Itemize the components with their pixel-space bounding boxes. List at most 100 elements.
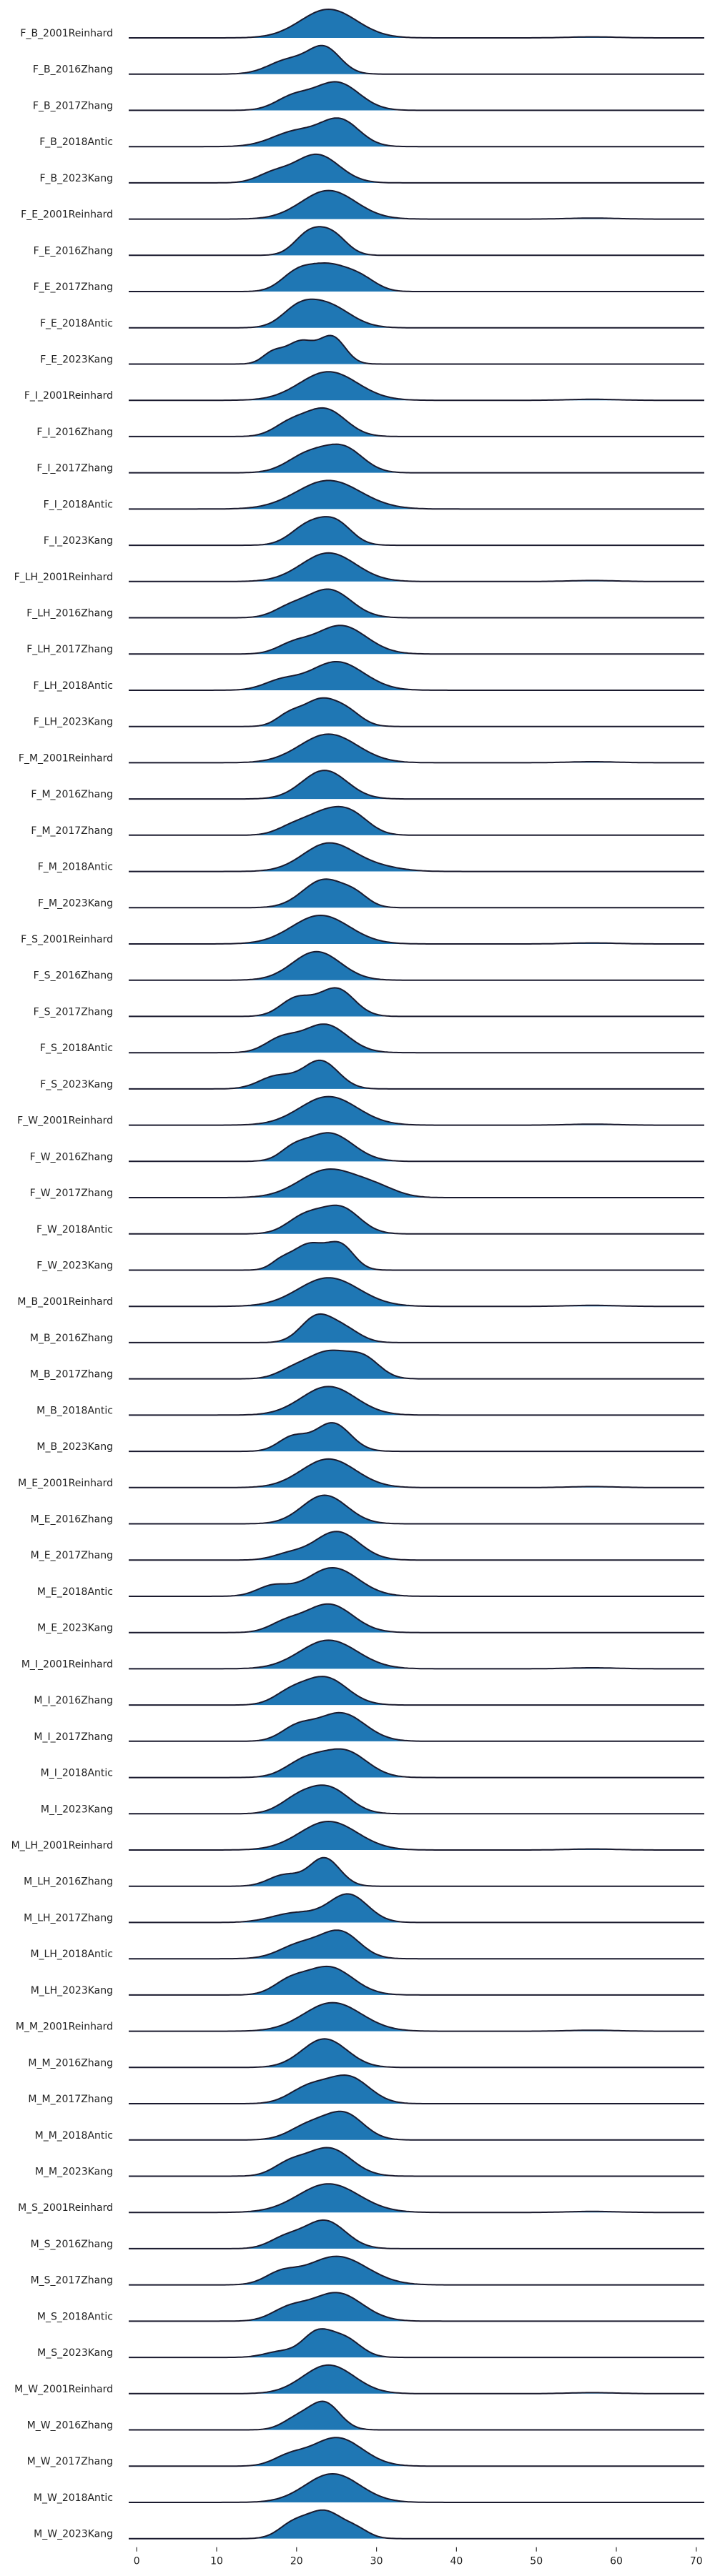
ridge-outline [129,1603,704,1633]
ridge-M_E_2001Reinhard [129,1458,704,1488]
ridge-M_B_2023Kang [129,1422,704,1453]
ridge-outline [129,1204,704,1235]
row-label: M_LH_2016Zhang [24,1876,113,1888]
row-label: F_S_2017Zhang [34,1006,113,1018]
ridge-area [129,988,704,1017]
row-label: M_I_2023Kang [41,1804,113,1815]
row-label: M_LH_2018Antic [30,1949,113,1960]
ridge-area [129,1169,704,1198]
ridge-F_S_2023Kang [129,1059,704,1090]
ridge-M_M_2018Antic [129,2110,704,2141]
ridge-outline [129,2074,704,2104]
ridge-outline [129,2219,704,2249]
ridge-M_E_2016Zhang [129,1494,704,1525]
ridge-outline [129,2437,704,2467]
ridge-area [129,2184,704,2213]
row-label: F_LH_2018Antic [33,680,113,692]
row-label: M_E_2001Reinhard [18,1478,113,1489]
ridge-outline [129,1422,704,1453]
ridge-outline [129,1023,704,1054]
row-label: M_W_2017Zhang [27,2456,113,2467]
ridge-area [129,2002,704,2032]
x-tick-label: 10 [210,2556,223,2567]
ridge-area [129,517,704,546]
ridge-F_S_2001Reinhard [129,914,704,945]
ridge-M_I_2001Reinhard [129,1639,704,1670]
ridges-group [129,8,704,2540]
row-label: M_B_2018Antic [36,1405,113,1416]
ridge-outline [129,697,704,727]
ridge-area [129,1640,704,1669]
ridge-area [129,1930,704,1959]
ridge-outline [129,371,704,402]
x-axis: 0 10 20 30 40 50 60 70 [129,2547,704,2567]
ridge-area [129,1676,704,1706]
ridge-outline [129,2110,704,2141]
ridge-outline [129,1856,704,1887]
row-label: F_B_2018Antic [39,136,113,148]
row-label: M_W_2018Antic [34,2492,113,2504]
row-label: M_LH_2017Zhang [24,1912,113,1924]
ridge-outline [129,1784,704,1815]
row-label: M_I_2017Zhang [34,1731,113,1743]
ridge-F_S_2017Zhang [129,987,704,1018]
ridge-M_S_2018Antic [129,2292,704,2322]
ridge-area [129,1712,704,1741]
ridge-outline [129,226,704,257]
row-label: M_I_2016Zhang [34,1695,113,1706]
row-label: F_M_2017Zhang [31,825,113,837]
ridge-M_B_2018Antic [129,1386,704,1416]
ridge-M_S_2017Zhang [129,2255,704,2286]
ridge-outline [129,987,704,1018]
row-label: M_S_2001Reinhard [18,2202,113,2214]
row-label: F_W_2016Zhang [30,1151,113,1163]
ridge-F_B_2017Zhang [129,81,704,111]
ridge-area [129,1821,704,1850]
ridge-outline [129,552,704,582]
row-label: F_I_2001Reinhard [24,390,113,402]
x-tick-label: 60 [610,2556,623,2567]
ridge-outline [129,2001,704,2032]
row-label: M_I_2001Reinhard [21,1659,113,1670]
ridge-area [129,1458,704,1488]
ridge-outline [129,1277,704,1308]
row-label: F_S_2016Zhang [34,970,113,982]
ridge-area [129,1386,704,1416]
x-tick-label: 0 [134,2556,140,2567]
ridge-area [129,118,704,147]
ridge-area [129,915,704,944]
ridge-outline [129,1748,704,1779]
row-label: M_E_2017Zhang [31,1550,113,1561]
ridge-area [129,81,704,111]
row-label: F_B_2001Reinhard [20,28,113,39]
ridge-F_I_2001Reinhard [129,371,704,402]
ridge-outline [129,117,704,148]
ridge-area [129,1785,704,1814]
ridge-M_I_2023Kang [129,1784,704,1815]
row-label: M_B_2023Kang [36,1441,113,1453]
row-label: F_E_2001Reinhard [21,209,113,221]
ridge-F_I_2017Zhang [129,443,704,474]
ridge-area [129,2256,704,2285]
ridge-area [129,45,704,74]
ridge-area [129,2039,704,2068]
ridge-M_M_2016Zhang [129,2038,704,2069]
row-label: M_I_2018Antic [41,1768,113,1779]
ridge-F_M_2017Zhang [129,805,704,836]
row-label: F_LH_2001Reinhard [14,572,113,583]
row-label: M_LH_2023Kang [31,1985,113,1996]
ridge-M_B_2017Zhang [129,1349,704,1380]
row-label: M_E_2016Zhang [31,1514,113,1526]
ridge-area [129,1603,704,1633]
ridge-area [129,1241,704,1270]
ridge-area [129,263,704,292]
ridge-outline [129,1566,704,1597]
ridge-M_M_2001Reinhard [129,2001,704,2032]
ridge-outline [129,1386,704,1416]
ridge-area [129,879,704,908]
row-label: M_LH_2001Reinhard [11,1840,113,1851]
ridge-outline [129,298,704,329]
ridge-F_W_2001Reinhard [129,1095,704,1126]
ridge-outline [129,1965,704,1996]
